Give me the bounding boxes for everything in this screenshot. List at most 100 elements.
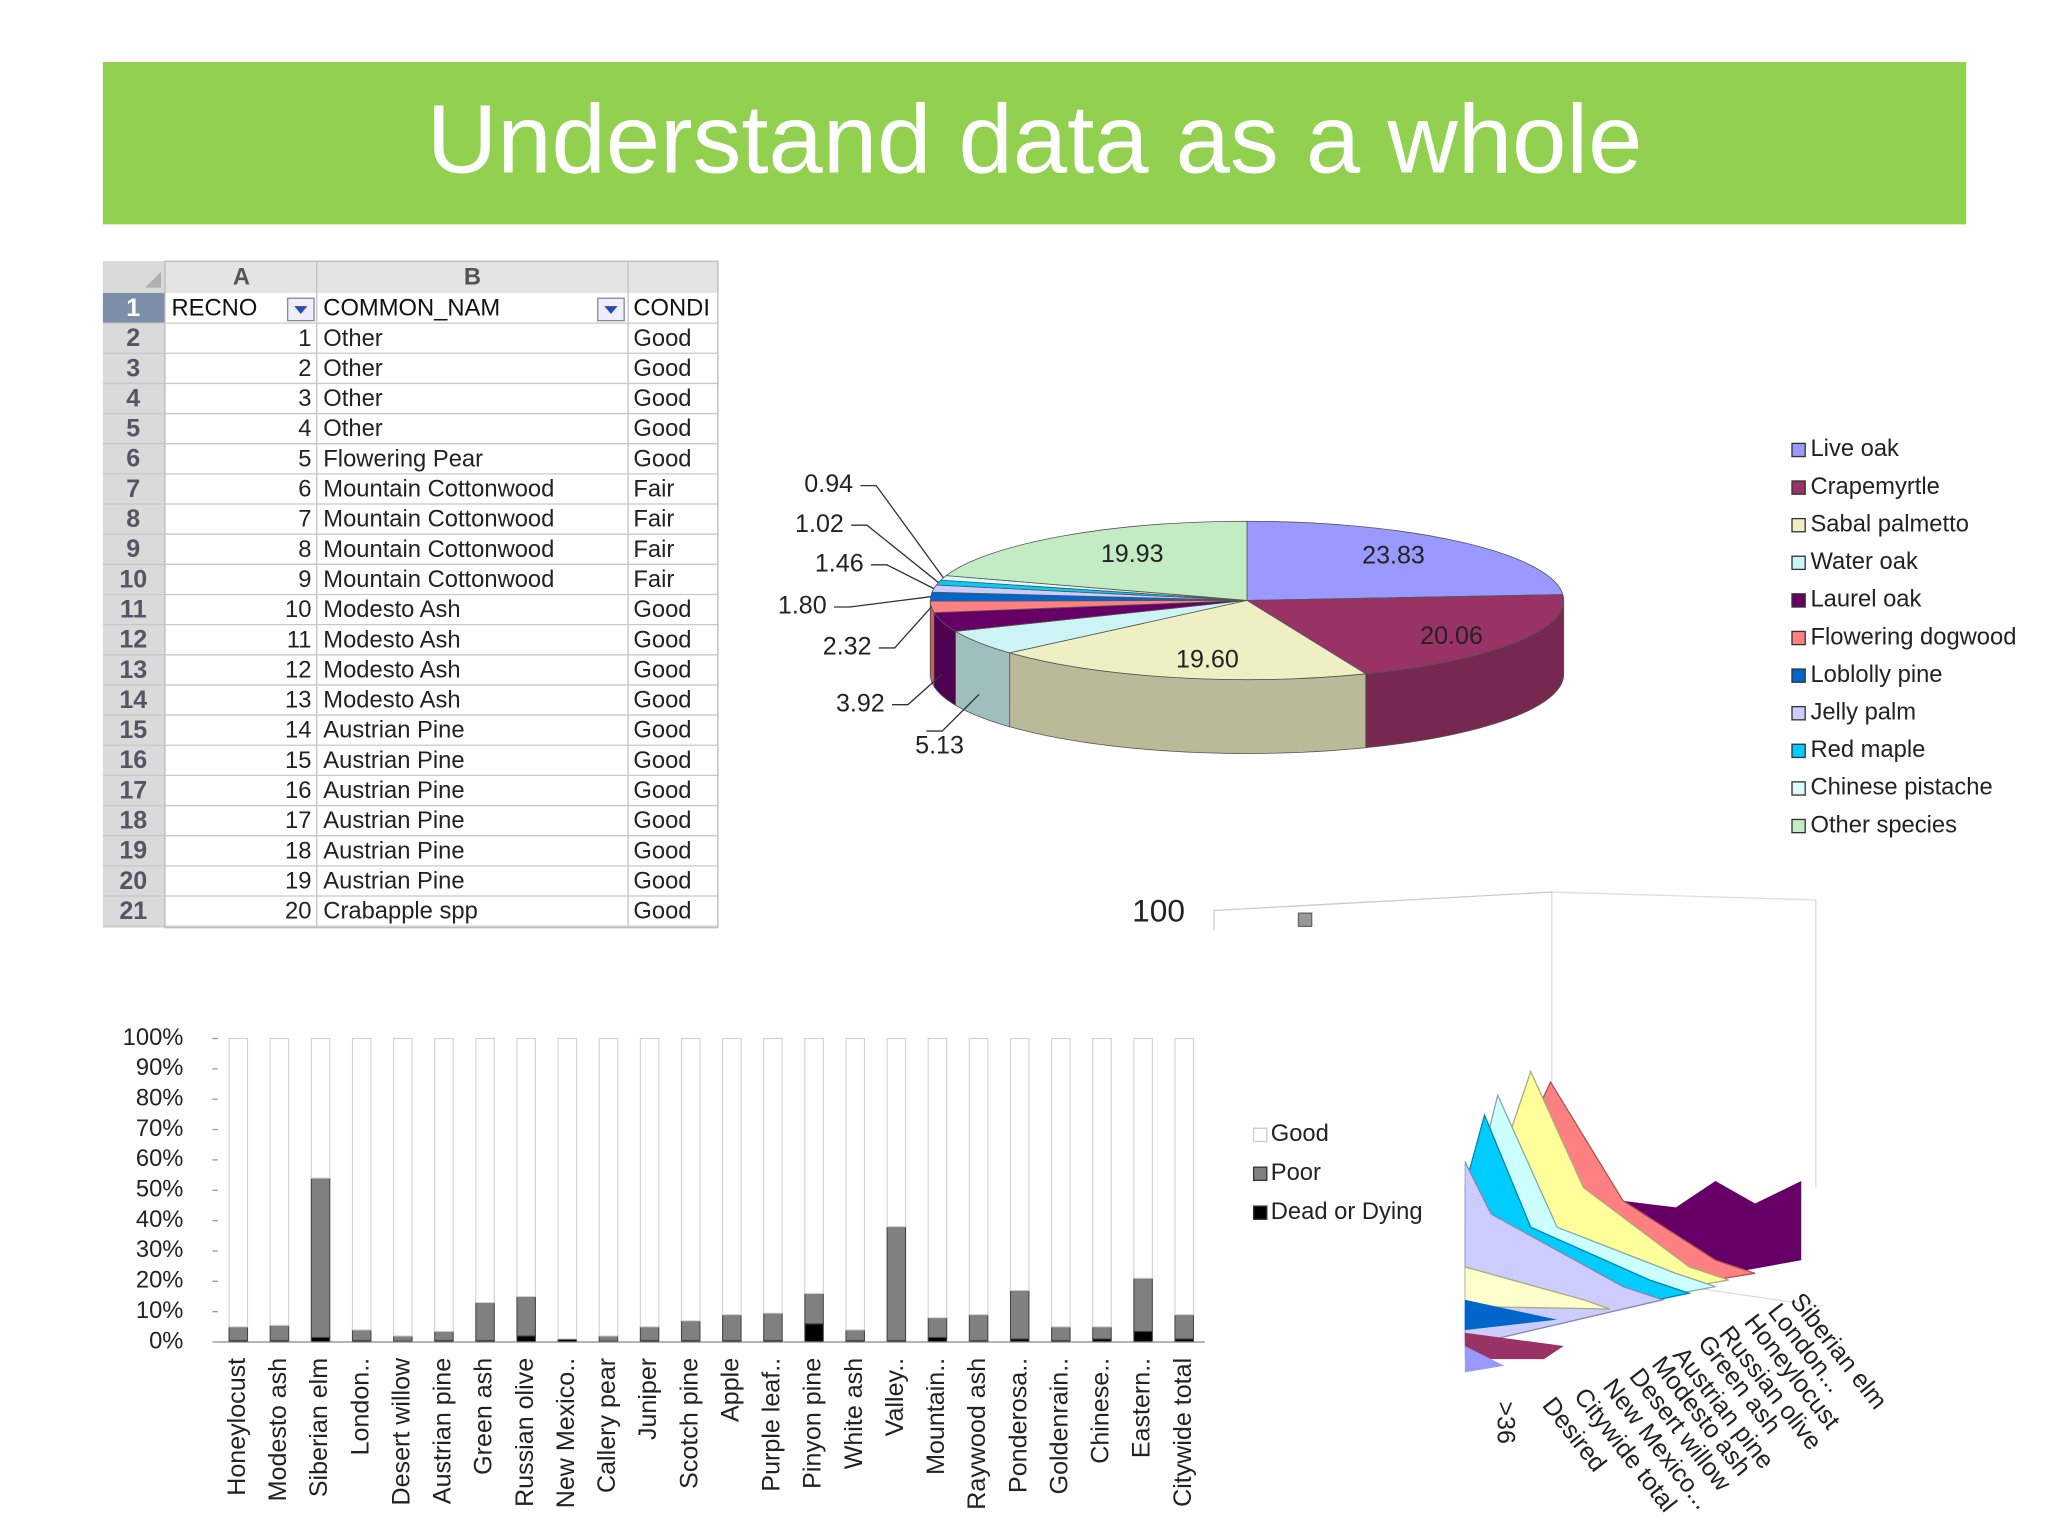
pie-slice: [1009, 599, 1367, 680]
bar-segment: [475, 1037, 495, 1304]
x-tick-label: Apple: [716, 1358, 744, 1422]
cell: Good: [633, 355, 691, 382]
bar-segment: [927, 1317, 948, 1338]
spreadsheet: A B123456789101112131415161718192021RECNO…: [102, 260, 719, 929]
bar-segment: [1174, 1037, 1194, 1316]
cell: Fair: [633, 566, 674, 593]
cell: 6: [298, 476, 311, 503]
cell: 16: [285, 777, 311, 804]
bar-segment: [1051, 1037, 1071, 1328]
row-number: 2: [126, 324, 140, 352]
cell: Other: [323, 325, 382, 352]
cell: Modesto Ash: [323, 596, 460, 623]
legend-swatch: [1791, 442, 1806, 458]
cell: Fair: [633, 476, 674, 503]
y-tick-label: 10%: [136, 1297, 184, 1324]
data-label: 2.32: [823, 633, 872, 661]
cell: Mountain Cottonwood: [323, 566, 554, 593]
legend-label: Water oak: [1810, 548, 1917, 575]
y-tick-label: 80%: [136, 1084, 184, 1111]
bar-segment: [434, 1330, 454, 1342]
legend-label: Sabal palmetto: [1810, 510, 1968, 537]
y-tick-label: 30%: [136, 1236, 184, 1263]
row-number: 19: [119, 837, 147, 865]
x-tick-label: Goldenrain..: [1045, 1358, 1073, 1495]
cell: 14: [285, 717, 311, 744]
cell: 8: [298, 536, 311, 563]
bar-segment: [516, 1037, 536, 1298]
row-number: 13: [119, 656, 147, 684]
bar-segment: [722, 1037, 742, 1316]
cell: 12: [285, 656, 311, 683]
cell: 5: [298, 445, 311, 472]
filter-arrow: [604, 306, 618, 315]
bar-segment: [516, 1335, 536, 1343]
bar-segment: [393, 1037, 413, 1337]
row-number: 16: [119, 746, 147, 774]
y-tick-label: 0%: [149, 1327, 183, 1354]
cell: Good: [633, 777, 691, 804]
bar-segment: [475, 1302, 495, 1342]
pie-slice: [1246, 520, 1564, 601]
bar-segment: [269, 1324, 290, 1342]
cell: Austrian Pine: [323, 747, 464, 774]
cell: 4: [298, 415, 311, 442]
pie-slice: [1245, 594, 1565, 675]
bar-segment: [228, 1037, 249, 1328]
leader-line: [870, 564, 935, 590]
row-number: 17: [119, 776, 147, 804]
data-label: 1.02: [795, 510, 844, 538]
bar-segment: [1174, 1314, 1194, 1340]
legend-swatch: [1791, 668, 1806, 683]
row-number: 9: [126, 535, 140, 563]
x-tick-label: Eastern..: [1128, 1358, 1156, 1458]
row-number: 10: [119, 565, 147, 593]
bar-segment: [434, 1037, 454, 1332]
legend-label: Crapemyrtle: [1810, 473, 1939, 500]
cell: Fair: [633, 506, 674, 533]
data-label: 5.13: [915, 732, 964, 760]
header-cell: COMMON_NAM: [323, 295, 500, 322]
bar-top: [1297, 912, 1313, 928]
cell: Other: [323, 355, 382, 382]
bar-segment: [1009, 1289, 1030, 1340]
bar-segment: [310, 1336, 331, 1343]
x-tick-label: Valley..: [881, 1358, 909, 1436]
legend-label: Jelly palm: [1810, 699, 1916, 726]
cell: Good: [633, 837, 691, 864]
legend-label: Live oak: [1810, 435, 1899, 462]
x-tick-label: Callery pear: [593, 1358, 621, 1493]
y-tick-label: 50%: [136, 1176, 184, 1203]
row-number: 14: [119, 686, 147, 714]
y-tick-label: 90%: [136, 1054, 184, 1081]
row-number: 11: [120, 595, 147, 623]
legend-label: Laurel oak: [1810, 586, 1921, 613]
row-number: 12: [119, 626, 147, 654]
row-number: 3: [126, 354, 140, 382]
y-tick-label: 20%: [136, 1267, 184, 1294]
legend-swatch: [1791, 630, 1806, 646]
cell: 13: [285, 687, 311, 714]
cell: 3: [298, 385, 311, 412]
bar-segment: [1051, 1326, 1071, 1342]
cell: 20: [285, 898, 311, 925]
wall-edge: [1551, 891, 1817, 1188]
x-tick-label: Desert willow: [387, 1357, 415, 1506]
bar-segment: [722, 1314, 742, 1342]
bar-segment: [845, 1037, 865, 1331]
bar-segment: [763, 1312, 783, 1342]
column-letter: B: [464, 264, 481, 291]
x-tick-label: White ash: [840, 1358, 868, 1469]
y-tick-label: 60%: [136, 1145, 184, 1172]
legend-swatch: [1791, 480, 1806, 495]
bar-segment: [598, 1037, 619, 1337]
cell: Good: [633, 596, 691, 623]
bar-segment: [1133, 1330, 1153, 1343]
data-label: 19.60: [1176, 646, 1239, 674]
x-tick-label: Purple leaf..: [758, 1358, 786, 1492]
bar-segment: [1009, 1037, 1030, 1291]
cell: 1: [298, 325, 311, 352]
column-header-bar: [102, 261, 718, 293]
area-band: [1464, 1299, 1558, 1331]
